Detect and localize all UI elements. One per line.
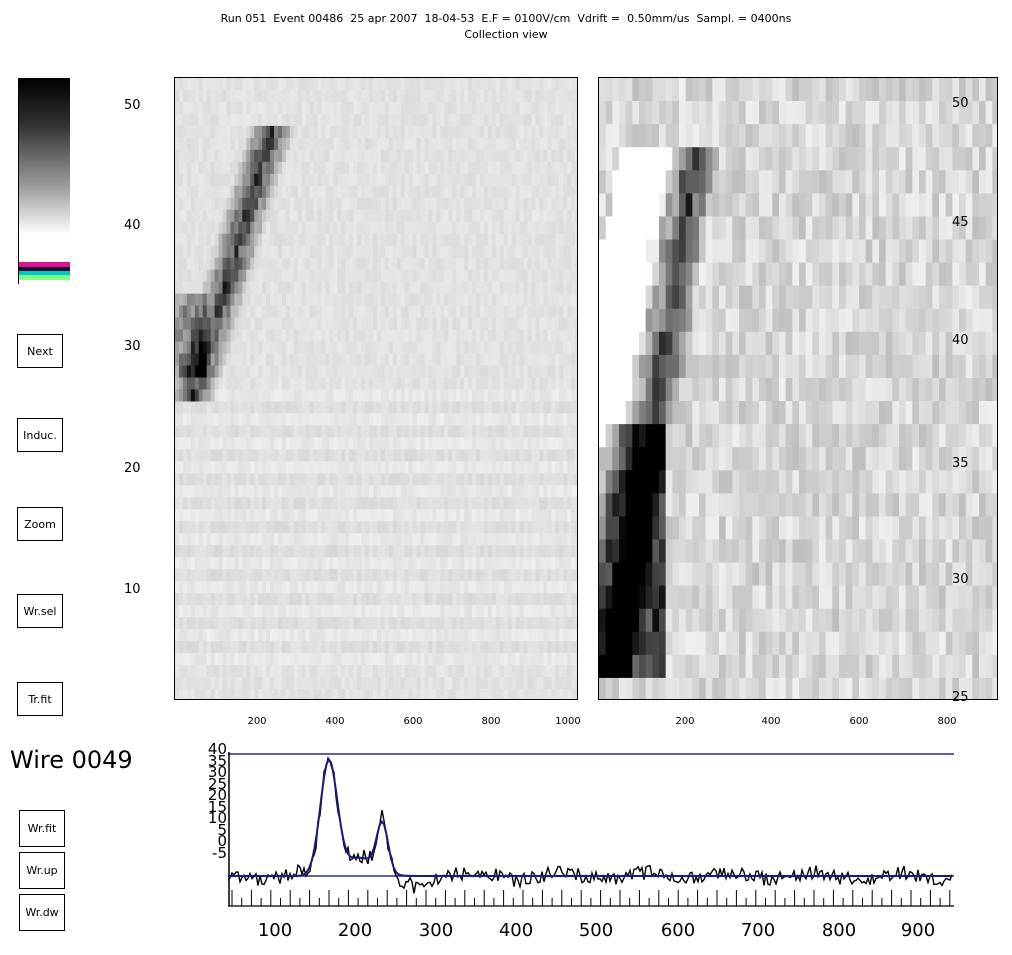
wire-fit-button[interactable]: Wr.fit (19, 810, 65, 847)
wire-up-button[interactable]: Wr.up (19, 852, 65, 889)
waveform-y-axis: 40 35 30 25 20 15 10 5 0 -5 (201, 740, 227, 862)
zoom-button[interactable]: Zoom (17, 507, 63, 541)
left-x-tick: 200 (247, 716, 267, 727)
right-y-tick: 25 (952, 690, 969, 705)
collection-view-image (175, 78, 577, 699)
waveform-y-tick: 5 (217, 820, 227, 839)
zoom-view-image (599, 78, 997, 699)
right-y-tick: 30 (952, 572, 969, 587)
wire-down-button[interactable]: Wr.dw (19, 894, 65, 931)
waveform-y-tick: 15 (207, 797, 227, 816)
waveform-y-tick: -5 (212, 843, 227, 862)
right-y-tick: 40 (952, 333, 969, 348)
waveform-x-tick: 100 (257, 920, 293, 941)
induction-view-button[interactable]: Induc. (17, 418, 63, 452)
right-y-tick: 45 (952, 215, 969, 230)
collection-view-panel[interactable] (174, 77, 578, 700)
left-y-tick: 20 (124, 461, 141, 476)
run-info-header: Run 051 Event 00486 25 apr 2007 18-04-53… (220, 12, 792, 25)
view-title: Collection view (464, 28, 548, 41)
right-x-tick: 600 (849, 716, 869, 727)
waveform-x-tick: 400 (498, 920, 534, 941)
waveform-y-tick: 40 (207, 740, 227, 758)
waveform-x-tick: 500 (578, 920, 614, 941)
waveform-y-tick: 0 (217, 832, 227, 850)
left-x-tick: 600 (403, 716, 423, 727)
left-x-tick: 800 (481, 716, 501, 727)
left-y-tick: 10 (124, 582, 141, 597)
left-y-tick: 40 (124, 218, 141, 233)
waveform-x-tick: 300 (418, 920, 454, 941)
next-button[interactable]: Next (17, 334, 63, 368)
zoom-view-panel[interactable] (598, 77, 998, 700)
left-x-tick: 1000 (555, 716, 581, 727)
waveform-x-tick: 600 (660, 920, 696, 941)
waveform-x-tick: 900 (900, 920, 936, 941)
right-x-tick: 400 (761, 716, 781, 727)
right-x-tick: 200 (675, 716, 695, 727)
right-x-tick: 800 (937, 716, 957, 727)
left-y-tick: 50 (124, 98, 141, 113)
waveform-y-tick: 20 (207, 786, 227, 804)
waveform-y-tick: 35 (207, 751, 227, 770)
wire-number-label: Wire 0049 (10, 746, 133, 774)
track-fit-button[interactable]: Tr.fit (17, 682, 63, 716)
colorbar (18, 78, 70, 284)
wire-waveform-plot[interactable] (228, 746, 954, 911)
right-y-tick: 35 (952, 456, 969, 471)
waveform-x-tick: 700 (740, 920, 776, 941)
waveform-y-tick: 30 (207, 763, 227, 781)
waveform-x-tick: 200 (337, 920, 373, 941)
wire-waveform-svg (228, 752, 954, 907)
right-y-tick: 50 (952, 96, 969, 111)
left-y-tick: 30 (124, 339, 141, 354)
waveform-x-tick: 800 (821, 920, 857, 941)
waveform-y-tick: 10 (207, 809, 227, 827)
wire-select-button[interactable]: Wr.sel (17, 594, 63, 628)
left-x-tick: 400 (325, 716, 345, 727)
waveform-y-tick: 25 (207, 774, 227, 793)
